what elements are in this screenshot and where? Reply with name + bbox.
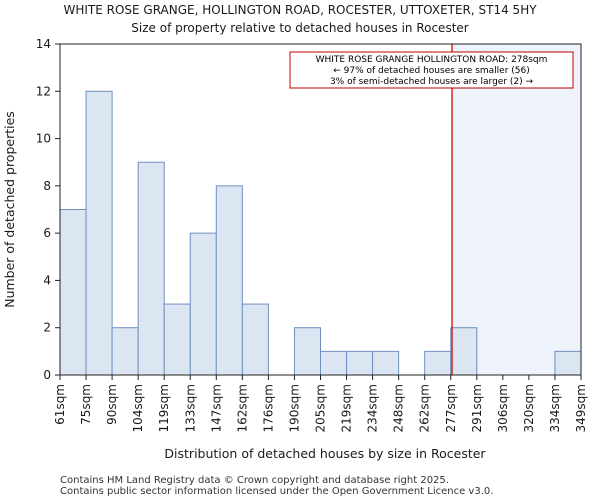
footer-line-1: Contains HM Land Registry data © Crown c… [60, 475, 449, 486]
bar [215, 185, 243, 376]
x-tick-label: 334sqm [548, 384, 562, 432]
x-tick-label: 176sqm [261, 384, 275, 432]
y-tick-label: 10 [36, 132, 51, 146]
bar [241, 303, 269, 376]
highlight-region [450, 44, 581, 375]
y-tick-label: 12 [36, 84, 51, 98]
x-tick-label: 320sqm [522, 384, 536, 432]
highlight-rect [450, 44, 581, 375]
x-tick-label: 349sqm [574, 384, 588, 432]
x-tick-label: 104sqm [131, 384, 145, 432]
bar [554, 350, 582, 376]
x-tick-label: 205sqm [314, 384, 328, 432]
x-axis-ticks: 61sqm 75sqm 90sqm 104sqm 119sqm 133sqm 147sqm 1… [53, 375, 588, 432]
bar [59, 209, 87, 376]
chart-title: WHITE ROSE GRANGE, HOLLINGTON ROAD, ROCE… [63, 3, 537, 17]
y-tick-label: 0 [43, 368, 51, 382]
y-axis-ticks: 0 2 4 6 8 10 12 14 [36, 37, 60, 382]
y-axis-label: Number of detached properties [2, 111, 17, 308]
x-tick-label: 219sqm [340, 384, 354, 432]
x-tick-label: 162sqm [235, 384, 249, 432]
y-tick-label: 4 [43, 273, 51, 287]
x-tick-label: 262sqm [418, 384, 432, 432]
bar [293, 327, 322, 376]
y-tick-label: 2 [43, 321, 51, 335]
bar [85, 90, 113, 376]
x-tick-label: 133sqm [183, 384, 197, 432]
annotation-rect [289, 51, 574, 89]
y-tick-label: 6 [43, 226, 51, 240]
x-tick-label: 234sqm [366, 384, 380, 432]
x-tick-label: 277sqm [444, 384, 458, 432]
annotation-line-1: WHITE ROSE GRANGE HOLLINGTON ROAD: 278sq… [316, 55, 548, 65]
bar [137, 161, 165, 376]
x-tick-label: 147sqm [209, 384, 223, 432]
x-tick-label: 190sqm [287, 384, 301, 432]
x-tick-label: 291sqm [470, 384, 484, 432]
bars [59, 90, 582, 376]
footer-line-2: Contains public sector information licen… [60, 486, 493, 497]
bar [424, 350, 452, 376]
annotation-line-2: ← 97% of detached houses are smaller (56… [333, 66, 530, 76]
x-tick-label: 306sqm [496, 384, 510, 432]
bar [346, 350, 374, 376]
x-tick-label: 75sqm [79, 384, 93, 425]
bar [320, 350, 348, 376]
annotation-box: WHITE ROSE GRANGE HOLLINGTON ROAD: 278sq… [289, 51, 574, 89]
x-tick-label: 248sqm [392, 384, 406, 432]
x-tick-label: 119sqm [157, 384, 171, 432]
bar [372, 350, 400, 376]
x-tick-label: 90sqm [105, 384, 119, 425]
bar [163, 303, 191, 376]
x-tick-label: 61sqm [53, 384, 67, 425]
x-axis-label: Distribution of detached houses by size … [164, 446, 486, 461]
y-tick-label: 14 [36, 37, 51, 51]
chart-subtitle: Size of property relative to detached ho… [131, 21, 468, 35]
y-tick-label: 8 [43, 179, 51, 193]
bar [450, 327, 478, 376]
bar [189, 232, 217, 376]
bar [111, 327, 139, 376]
annotation-line-3: 3% of semi-detached houses are larger (2… [330, 77, 534, 87]
